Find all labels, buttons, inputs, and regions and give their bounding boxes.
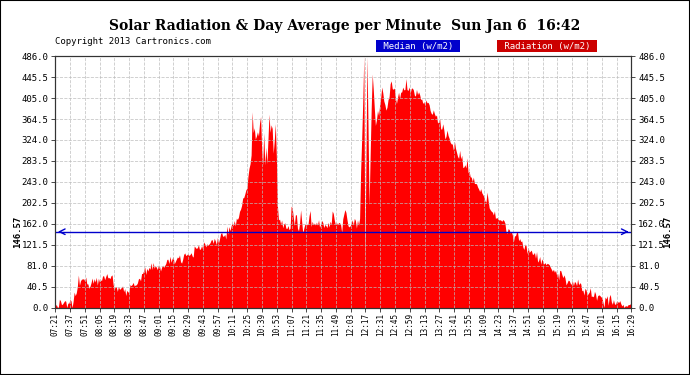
Text: 146.57: 146.57 bbox=[663, 216, 673, 248]
Text: Solar Radiation & Day Average per Minute  Sun Jan 6  16:42: Solar Radiation & Day Average per Minute… bbox=[110, 19, 580, 33]
Text: Median (w/m2): Median (w/m2) bbox=[378, 42, 458, 51]
Text: Radiation (w/m2): Radiation (w/m2) bbox=[499, 42, 595, 51]
Text: Copyright 2013 Cartronics.com: Copyright 2013 Cartronics.com bbox=[55, 38, 211, 46]
Text: 146.57: 146.57 bbox=[12, 216, 22, 248]
